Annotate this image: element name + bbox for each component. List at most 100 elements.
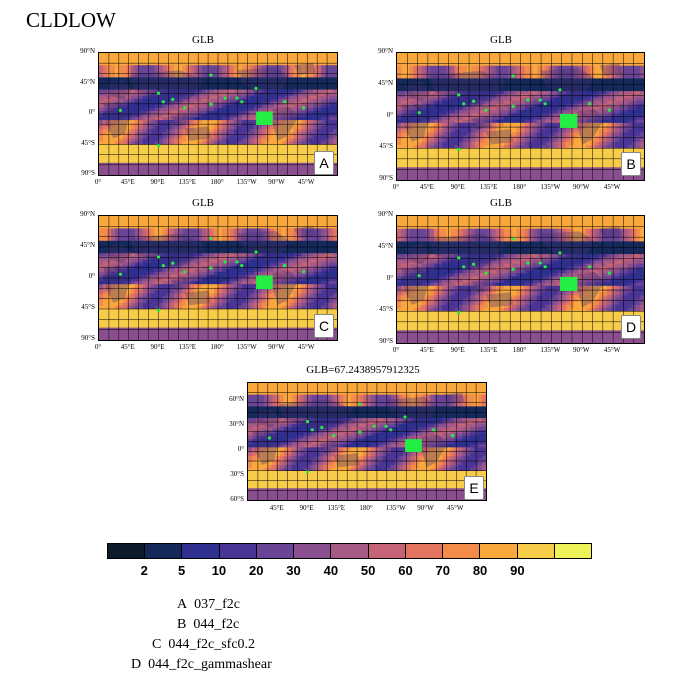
lat-tick-label: 30°N (229, 420, 244, 428)
panel-badge: A (314, 151, 334, 175)
colorbar-swatch (256, 544, 295, 558)
lat-tick-label: 45°S (81, 303, 95, 311)
lon-tick-label: 135°E (178, 178, 197, 186)
colorbar-tick-label: 50 (360, 563, 376, 578)
legend-name: 044_f2c_sfc0.2 (168, 637, 256, 652)
lon-tick-label: 45°W (298, 178, 315, 186)
map-panel-e: GLB=67.2438957912325 E 60°N 30°N 0° 30°S 60°… (220, 364, 500, 524)
legend-letter: C (152, 637, 162, 652)
lat-tick-label: 90°S (379, 174, 393, 182)
panel-title: GLB (490, 197, 512, 209)
lon-tick-label: 135°W (540, 183, 561, 191)
cloud-field-map (248, 383, 486, 500)
lat-tick-label: 45°N (378, 241, 393, 250)
lon-tick-label: 135°W (236, 343, 257, 351)
panel-badge: C (314, 314, 334, 338)
colorbar-swatch (182, 544, 220, 558)
lon-tick-label: 180° (512, 346, 527, 354)
lon-tick-label: 135°W (236, 178, 257, 186)
lon-tick-label: 0° (392, 183, 400, 191)
lon-tick-label: 90°W (417, 504, 434, 512)
lon-tick-label: 45°E (419, 183, 434, 191)
colorbar (107, 543, 592, 559)
lat-tick-label: 90°N (378, 47, 393, 55)
map-panel-a: GLB A 90°N 45°N 0° 45°S 90°S 0° 45°E 90°E 135°E 1… (65, 34, 345, 194)
panel-title: GLB (192, 34, 214, 46)
legend-letter: D (131, 657, 142, 672)
lon-tick-label: 90°W (573, 183, 590, 191)
lat-tick-label: 90°S (81, 169, 95, 177)
panel-badge: B (621, 152, 641, 176)
map-panel-c: GLB C 90°N 45°N 0° 45°S 90°S 0° 45°E 90°E 135°E 1… (65, 197, 345, 357)
legend-entry-d: D 044_f2c_gammashear (131, 657, 272, 673)
colorbar-tick-label: 20 (248, 563, 264, 578)
colorbar-tick-label: 80 (472, 563, 488, 578)
lat-tick-label: 90°N (378, 210, 393, 218)
legend-letter: B (177, 617, 187, 632)
colorbar-tick-label: 60 (398, 563, 413, 578)
lon-tick-label: 90°E (450, 183, 465, 191)
lat-tick-label: 60°N (229, 395, 244, 403)
colorbar-swatch (368, 544, 406, 558)
lat-tick-label: 90°S (379, 337, 393, 345)
colorbar-swatch (145, 544, 183, 558)
colorbar-tick-label: 90 (510, 563, 525, 578)
cloud-field-map (397, 53, 644, 180)
colorbar-swatch (331, 544, 369, 558)
lon-tick-label: 90°W (268, 178, 285, 186)
lat-tick-label: 45°N (378, 78, 393, 87)
lon-tick-label: 135°E (479, 346, 498, 354)
lon-tick-label: 135°E (479, 183, 498, 191)
map-area (247, 382, 487, 501)
lon-tick-label: 90°E (150, 343, 165, 351)
colorbar-swatch (554, 544, 592, 558)
map-area (98, 215, 338, 341)
lat-tick-label: 0° (88, 272, 95, 280)
lon-tick-label: 135°W (385, 504, 406, 512)
cloud-field-map (397, 216, 644, 343)
legend-name: 044_f2c (193, 617, 240, 632)
lat-tick-label: 45°N (80, 77, 95, 86)
lat-tick-label: 45°S (379, 305, 393, 314)
lon-tick-label: 0° (392, 346, 400, 354)
colorbar-swatch (405, 544, 444, 558)
lat-tick-label: 0° (237, 445, 244, 453)
lat-tick-label: 45°S (81, 138, 95, 147)
lon-tick-label: 45°W (603, 183, 621, 191)
legend-letter: A (177, 597, 188, 612)
legend-entry-c: C 044_f2c_sfc0.2 (152, 637, 255, 653)
lon-tick-label: 180° (210, 343, 224, 351)
lat-tick-label: 90°N (80, 47, 95, 55)
map-area (396, 215, 645, 344)
map-panel-b: GLB B 90°N 45°N 0° 45°S 90°S 0° 45°E 90°E 135°E 1… (363, 34, 648, 194)
cloud-field-map (99, 53, 337, 175)
colorbar-tick-label: 30 (286, 563, 301, 578)
lon-tick-label: 90°E (450, 346, 465, 354)
colorbar-swatch (480, 544, 518, 558)
panel-badge: D (621, 315, 641, 339)
lon-tick-label: 45°W (447, 504, 464, 512)
lon-tick-label: 180° (359, 504, 373, 512)
panel-title: GLB (490, 34, 512, 46)
lat-tick-label: 0° (386, 273, 393, 282)
lat-tick-label: 60°S (230, 495, 244, 503)
map-panel-d: GLB D 90°N 45°N 0° 45°S 90°S 0° 45°E 90°E 135°E 1… (363, 197, 648, 362)
lon-tick-label: 0° (94, 343, 102, 351)
lat-tick-label: 90°S (81, 334, 95, 342)
lon-tick-label: 45°E (120, 178, 135, 186)
panel-badge: E (464, 476, 484, 500)
figure-title: CLDLOW (26, 8, 116, 32)
lon-tick-label: 45°E (269, 504, 284, 512)
lat-tick-label: 0° (386, 110, 393, 119)
lon-tick-label: 0° (94, 178, 102, 186)
map-area (396, 52, 645, 181)
lon-tick-label: 45°W (603, 346, 621, 354)
colorbar-tick-label: 5 (177, 563, 186, 578)
lon-tick-label: 135°E (327, 504, 346, 512)
lon-tick-label: 135°W (540, 346, 561, 354)
colorbar-swatch (219, 544, 257, 558)
colorbar-swatch (108, 544, 146, 558)
lon-tick-label: 180° (210, 178, 224, 186)
colorbar-tick-label: 10 (211, 563, 227, 578)
lon-tick-label: 45°E (120, 343, 135, 351)
